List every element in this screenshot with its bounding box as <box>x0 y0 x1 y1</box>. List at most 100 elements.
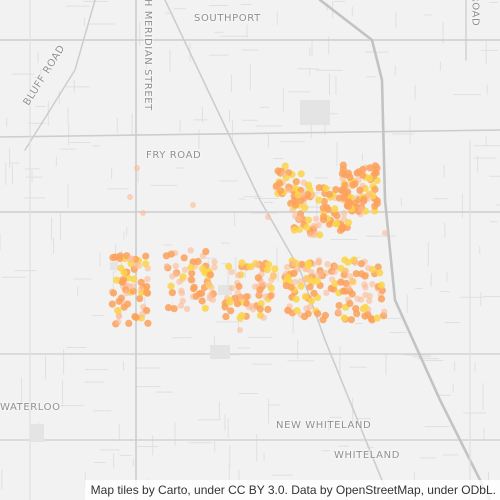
heat-point <box>323 204 331 212</box>
heat-point <box>294 265 301 273</box>
heat-point <box>270 271 277 278</box>
heat-point <box>371 185 379 194</box>
heat-point <box>234 289 241 296</box>
heat-point <box>129 283 136 290</box>
heat-point <box>303 223 311 232</box>
heat-point <box>228 284 236 292</box>
label-new-whiteland: NEW WHITELAND <box>276 420 372 431</box>
building-block <box>210 345 230 359</box>
heat-point <box>256 286 264 294</box>
heat-point <box>325 190 333 198</box>
heat-point <box>260 314 267 321</box>
heat-point <box>312 215 320 222</box>
heat-point <box>231 294 239 302</box>
heat-point <box>168 289 176 297</box>
heat-point <box>308 269 315 276</box>
heat-point <box>341 210 348 217</box>
heat-point <box>235 272 242 279</box>
heat-point <box>142 260 150 268</box>
heat-point <box>113 276 121 284</box>
heat-point <box>367 315 375 323</box>
heat-point <box>376 269 384 277</box>
heat-point <box>361 303 369 311</box>
heat-point <box>179 273 187 281</box>
heat-point <box>297 170 305 178</box>
heat-point <box>225 262 233 270</box>
heat-point <box>205 280 213 287</box>
heat-point <box>373 314 381 322</box>
heat-point <box>123 289 130 297</box>
heat-point <box>341 181 349 189</box>
heat-point <box>257 300 265 308</box>
heat-point <box>120 269 128 277</box>
heat-point <box>290 269 298 278</box>
heat-point <box>332 263 339 270</box>
heat-point <box>333 212 341 220</box>
heat-point <box>322 185 330 193</box>
heat-point <box>206 294 213 302</box>
heat-point <box>280 170 287 178</box>
heat-point <box>331 280 339 288</box>
heat-point <box>346 299 354 308</box>
heat-point <box>374 263 382 271</box>
heat-point <box>183 305 191 313</box>
heat-point <box>172 262 179 270</box>
heat-point <box>282 282 290 290</box>
heat-point <box>268 276 275 283</box>
heat-point <box>142 252 150 260</box>
heat-point <box>226 298 234 306</box>
heat-point <box>339 194 348 202</box>
label-waterloo: WATERLOO <box>0 402 61 413</box>
heat-point <box>344 169 352 177</box>
heat-point <box>349 277 356 284</box>
heat-point <box>331 205 339 213</box>
heat-point <box>356 186 364 194</box>
heat-point <box>357 260 365 268</box>
heat-point <box>235 282 243 290</box>
heat-point <box>242 299 250 307</box>
heat-point <box>281 162 289 170</box>
heat-point <box>365 264 372 272</box>
heat-point <box>190 202 196 208</box>
heat-point <box>358 206 365 213</box>
heat-point <box>271 265 279 273</box>
heat-point <box>169 273 176 280</box>
heat-point <box>187 263 195 271</box>
heat-point <box>144 275 151 283</box>
heat-point <box>163 263 171 270</box>
heat-point <box>306 303 314 310</box>
heat-point <box>190 285 198 293</box>
heat-point <box>248 302 255 310</box>
heat-point <box>143 283 151 291</box>
heat-point <box>136 295 144 303</box>
heat-point <box>369 281 376 288</box>
heat-point <box>331 268 338 276</box>
heat-point <box>359 171 367 179</box>
heat-point <box>324 261 331 268</box>
heat-point <box>300 179 307 186</box>
heat-point <box>178 287 185 294</box>
heat-point <box>336 226 345 234</box>
heat-point <box>345 284 352 291</box>
heat-point <box>312 223 319 230</box>
heat-point <box>120 276 128 284</box>
map-attribution: Map tiles by Carto, under CC BY 3.0. Dat… <box>84 480 500 500</box>
heat-point <box>342 268 349 275</box>
heat-point <box>264 305 272 313</box>
heat-point <box>338 170 346 178</box>
heat-point <box>192 292 200 300</box>
heat-point <box>292 278 299 286</box>
heat-point <box>138 285 145 292</box>
heat-point <box>373 197 381 205</box>
heat-point <box>335 301 343 310</box>
building-block <box>110 262 118 270</box>
heat-point <box>313 277 321 285</box>
heat-point <box>366 292 373 300</box>
heat-point <box>189 258 197 266</box>
heat-point <box>227 307 235 315</box>
heat-point <box>307 297 316 305</box>
heat-point <box>167 250 175 258</box>
